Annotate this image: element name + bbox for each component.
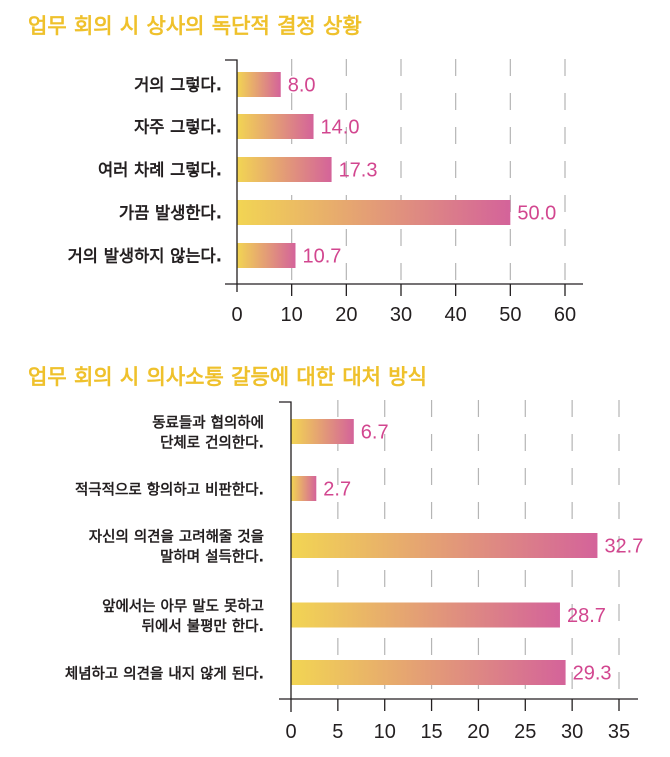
x-tick-label: 20 [467,721,489,743]
value-label: 32.7 [604,536,643,558]
category-label: 거의 발생하지 않는다. [68,247,222,266]
x-tick-label: 5 [332,721,343,743]
bar [237,200,511,225]
x-tick-label: 30 [561,721,583,743]
x-tick-label: 0 [231,304,242,326]
value-label: 2.7 [323,479,351,501]
x-tick-label: 60 [554,304,576,326]
category-label: 자주 그렇다. [134,118,222,137]
bar [237,157,332,182]
bar [237,243,296,268]
category-label: 말하며 설득한다. [160,548,264,566]
x-tick-label: 15 [420,721,442,743]
y-axis [225,59,238,292]
category-label: 여러 차례 그렇다. [98,161,222,180]
axes [279,401,638,712]
bar [291,660,566,685]
value-label: 8.0 [288,75,316,97]
value-label: 29.3 [573,663,612,685]
category-label: 적극적으로 항의하고 비판한다. [75,481,264,499]
value-label: 50.0 [517,203,556,225]
y-axis [279,401,292,712]
bar [291,602,560,628]
chart-title: 업무 회의 시 의사소통 갈등에 대한 대처 방식 [28,365,427,389]
value-label: 28.7 [567,605,606,627]
category-label: 체념하고 의견을 내지 않게 된다. [65,665,264,683]
value-label: 14.0 [321,117,360,139]
bar [291,476,317,501]
x-tick-label: 25 [514,721,536,743]
labels: 8.014.0 17.3 50.0 10.7 거의 그렇다. 자주 그렇다. 여러 차례 그… [68,75,577,327]
category-label: 단체로 건의한다. [160,434,264,452]
x-tick-label: 35 [608,721,630,743]
chart-conflict-response: 업무 회의 시 의사소통 갈등에 대한 대처 방식 6.7 2.7 32.7 28.7… [28,365,643,743]
x-tick-label: 0 [285,721,296,743]
category-label: 앞에서는 아무 말도 못하고 [102,597,264,615]
value-label: 6.7 [361,422,389,444]
value-label: 17.3 [339,160,378,182]
category-label: 동료들과 협의하에 [152,414,264,432]
category-label: 뒤에서 불평만 한다. [142,617,264,635]
chart-title: 업무 회의 시 상사의 독단적 결정 상황 [28,14,362,38]
x-tick-label: 10 [374,721,396,743]
category-label: 자신의 의견을 고려해줄 것을 [89,528,264,546]
x-tick-label: 50 [499,304,521,326]
x-tick-label: 10 [281,304,303,326]
x-tick-label: 40 [445,304,467,326]
bar [291,419,354,444]
bars [291,419,598,685]
bar [237,72,281,97]
category-label: 가끔 발생한다. [119,204,222,223]
value-label: 10.7 [302,246,341,268]
x-tick-label: 20 [335,304,357,326]
bar [291,533,598,558]
axes [225,59,583,296]
x-tick-label: 30 [390,304,412,326]
bars [237,72,511,268]
bar [237,114,314,139]
chart-decision-situation: 업무 회의 시 상사의 독단적 결정 상황 8.014.0 17.3 50.0 10.… [28,14,583,326]
category-label: 거의 그렇다. [134,76,222,95]
